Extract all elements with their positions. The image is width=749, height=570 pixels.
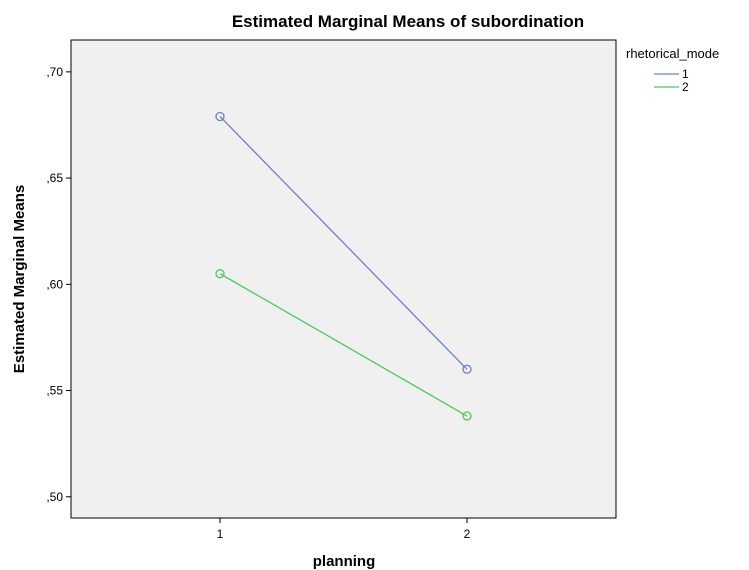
y-axis-label: Estimated Marginal Means [11,185,28,373]
x-tick-label: 2 [464,527,471,541]
legend-title: rhetorical_mode [626,46,719,61]
series-layer [215,111,472,421]
data-point-series-1-2 [462,364,472,374]
x-axis-label: planning [313,553,376,570]
data-point-series-2-2 [462,411,472,421]
data-point-series-1-1 [215,111,225,122]
y-tick-label: ,60 [46,277,63,291]
series-line-1 [219,116,468,370]
legend-label-2: 2 [682,80,689,94]
x-tick-label: 1 [217,527,224,541]
legend: rhetorical_mode 12 [626,46,719,94]
series-line-2 [219,273,468,417]
legend-label-1: 1 [682,67,689,81]
plot-area [70,39,617,519]
y-tick-label: ,55 [46,384,63,398]
chart-title: Estimated Marginal Means of subordinatio… [232,12,584,31]
y-tick-label: ,65 [46,171,63,185]
data-point-series-2-1 [215,269,225,279]
y-tick-label: ,50 [46,490,63,504]
y-tick-label: ,70 [46,65,63,79]
y-axis: ,50 ,55 ,60 ,65 ,70 [46,65,71,504]
